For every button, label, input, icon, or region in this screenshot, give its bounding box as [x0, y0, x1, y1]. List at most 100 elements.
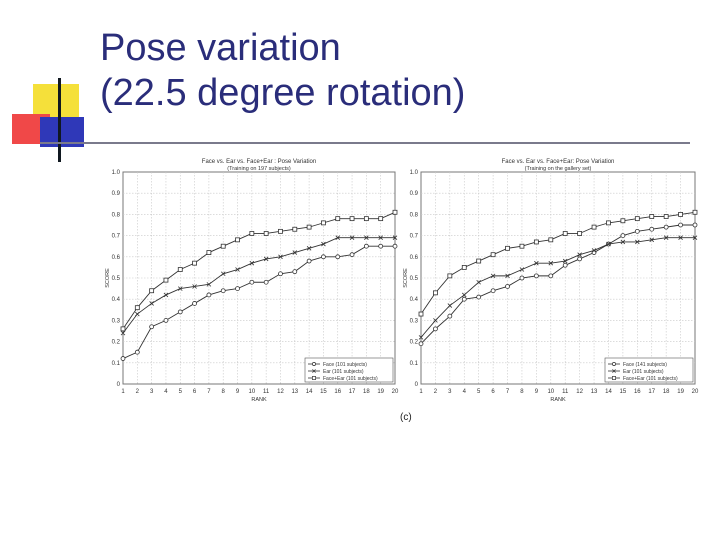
data-point-x [335, 235, 341, 241]
y-axis-label: SCORE [403, 268, 409, 288]
x-tick-label: 8 [222, 389, 226, 395]
legend-label: Face (141 subjects) [623, 362, 667, 368]
chart-2: 1 2 3 4 5 6 7 8 9 10 11 12 13 14 15 16 17 18 19 2000.10.20.… [403, 159, 699, 403]
data-point-circle [263, 279, 269, 285]
data-point-x [135, 311, 140, 317]
legend-label: Ear (101 subjects) [623, 369, 664, 375]
data-point-square [292, 226, 298, 232]
data-point-square [476, 258, 482, 264]
data-point-circle [278, 271, 283, 277]
chart-title: Face vs. Ear vs. Face+Ear: Pose Variatio… [502, 159, 615, 165]
data-point-x [192, 284, 197, 289]
data-point-circle [461, 296, 467, 302]
legend-marker-circle [612, 362, 616, 366]
y-tick-label: 0.8 [112, 212, 121, 218]
x-tick-label: 16 [634, 389, 641, 395]
data-point-circle [134, 349, 140, 355]
data-point-circle [476, 294, 482, 300]
data-point-square [163, 277, 169, 283]
x-tick-label: 14 [605, 389, 612, 395]
y-tick-label: 1.0 [410, 170, 419, 176]
legend-marker-x [312, 369, 316, 373]
data-point-circle [620, 233, 626, 238]
data-point-square [433, 290, 438, 296]
data-point-x [476, 279, 481, 285]
data-point-square [349, 216, 355, 222]
x-axis-label: RANK [251, 397, 267, 403]
data-point-x [292, 250, 298, 255]
data-point-x [433, 318, 438, 323]
data-point-square [533, 239, 539, 245]
x-tick-label: 18 [363, 389, 370, 395]
data-point-x [278, 254, 283, 260]
data-point-square [149, 288, 155, 294]
data-point-square [378, 216, 384, 222]
x-tick-label: 7 [207, 389, 211, 395]
y-tick-label: 0 [117, 382, 121, 388]
y-tick-label: 0.1 [410, 361, 419, 367]
chart-subtitle: (Training on 197 subjects) [227, 166, 291, 172]
data-point-square [548, 237, 554, 243]
data-point-x [534, 260, 539, 266]
y-tick-label: 0.2 [112, 340, 121, 346]
data-point-circle [490, 288, 496, 294]
chart-1: 1 2 3 4 5 6 7 8 9 10 11 12 13 14 15 16 17 18 19 2000.10.20.… [105, 159, 399, 403]
data-point-square [306, 224, 312, 230]
legend-marker-square [612, 376, 616, 380]
data-point-x [349, 235, 355, 241]
x-tick-label: 15 [620, 389, 627, 395]
data-point-square [490, 252, 496, 258]
data-point-x [606, 241, 611, 247]
data-point-x [418, 335, 424, 340]
data-point-circle [163, 317, 169, 323]
legend-label: Face+Ear (101 subjects) [323, 376, 378, 382]
data-point-circle [306, 258, 312, 264]
data-point-x [392, 235, 398, 241]
slide-title-line-2: (22.5 degree rotation) [100, 72, 466, 114]
data-point-square [263, 231, 269, 236]
x-tick-label: 1 [121, 389, 125, 395]
x-tick-label: 20 [392, 389, 399, 395]
data-point-x [577, 252, 582, 257]
data-point-square [206, 250, 212, 255]
data-point-circle [292, 269, 298, 275]
data-point-square [591, 224, 597, 230]
series-line [420, 211, 696, 315]
x-tick-label: 9 [236, 389, 240, 395]
x-tick-label: 7 [506, 389, 510, 395]
data-point-circle [577, 256, 583, 262]
data-point-x [490, 273, 496, 279]
data-point-circle [533, 273, 539, 279]
data-point-circle [120, 356, 126, 361]
data-point-square [620, 218, 626, 224]
data-point-square [335, 216, 341, 222]
x-tick-label: 19 [677, 389, 684, 395]
y-tick-label: 0.8 [410, 212, 419, 218]
data-point-square [363, 216, 369, 222]
series-line [420, 224, 695, 345]
figure-caption: (c) [400, 412, 412, 423]
data-point-x [635, 239, 640, 245]
series-line [122, 245, 395, 359]
data-point-circle [548, 273, 554, 279]
charts-figure: 1 2 3 4 5 6 7 8 9 10 11 12 13 14 15 16 17 18 19 20 0 0.1 0.2 0.… [100, 150, 710, 435]
data-point-x [562, 258, 568, 264]
y-tick-label: 0.9 [410, 191, 419, 197]
data-point-x [505, 273, 510, 279]
data-point-circle [447, 313, 453, 319]
data-point-circle [249, 279, 255, 285]
data-point-square [249, 231, 255, 236]
data-point-x [220, 271, 226, 277]
plot-frame [420, 171, 696, 385]
y-tick-label: 0.9 [112, 191, 121, 197]
x-tick-label: 13 [591, 389, 598, 395]
legend-marker-x [612, 369, 616, 373]
y-tick-label: 0.1 [112, 361, 121, 367]
data-point-x [663, 235, 669, 241]
data-point-square [220, 243, 226, 249]
data-point-circle [363, 243, 369, 249]
data-point-x [249, 260, 255, 266]
data-point-square [235, 237, 240, 243]
data-point-circle [349, 252, 355, 258]
data-point-circle [692, 222, 698, 228]
